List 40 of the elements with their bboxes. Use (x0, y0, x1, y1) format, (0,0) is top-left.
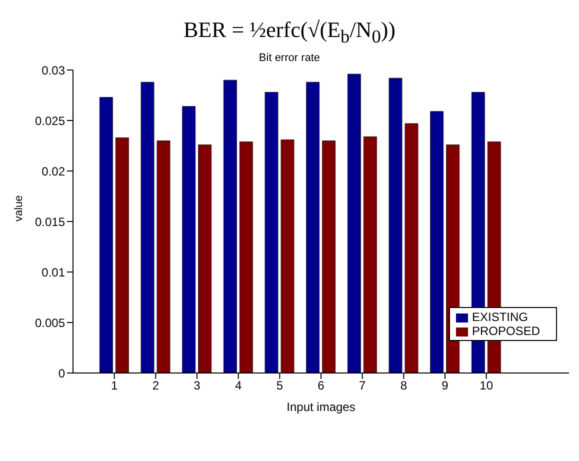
bar (430, 111, 444, 373)
bar (99, 97, 113, 373)
x-tick-label: 1 (110, 378, 118, 393)
x-tick-label: 9 (442, 378, 449, 393)
bar (388, 78, 402, 373)
bar (363, 136, 377, 373)
x-tick-label: 4 (234, 378, 242, 393)
bar (347, 74, 361, 373)
bar (239, 141, 253, 373)
bar (140, 82, 154, 373)
bar (198, 144, 212, 373)
y-tick-label: 0 (58, 366, 66, 380)
x-tick-label: 5 (276, 378, 284, 393)
y-tick-label: 0.015 (34, 214, 66, 229)
x-tick-label: 6 (318, 378, 325, 393)
x-tick-label: 8 (400, 378, 408, 393)
bar (264, 92, 278, 373)
bar (115, 137, 129, 373)
bar (280, 139, 294, 373)
bar (306, 82, 320, 373)
bar (182, 106, 196, 373)
y-tick-label: 0.01 (42, 265, 66, 280)
x-tick-label: 2 (152, 378, 160, 393)
bar (404, 123, 418, 373)
bar (156, 140, 170, 373)
x-tick-label: 3 (194, 378, 201, 393)
bar (322, 140, 336, 373)
y-tick-label: 0.005 (34, 316, 66, 330)
x-tick-label: 7 (358, 378, 366, 393)
x-axis-title: Input images (286, 400, 356, 414)
chart-title: BER = ½erfc(√(E$_{b}$/N$_{0}$)) (182, 16, 397, 48)
legend-label: EXISTING (472, 310, 528, 324)
y-tick-label: 0.025 (34, 114, 66, 128)
chart-subtitle: Bit error rate (258, 52, 320, 64)
y-tick-label: 0.02 (42, 164, 66, 178)
bar (223, 80, 237, 373)
y-axis-title: value (12, 195, 25, 222)
y-tick-label: 0.03 (42, 63, 66, 78)
legend-label: PROPOSED (472, 324, 540, 338)
x-tick-label: 10 (480, 378, 494, 393)
